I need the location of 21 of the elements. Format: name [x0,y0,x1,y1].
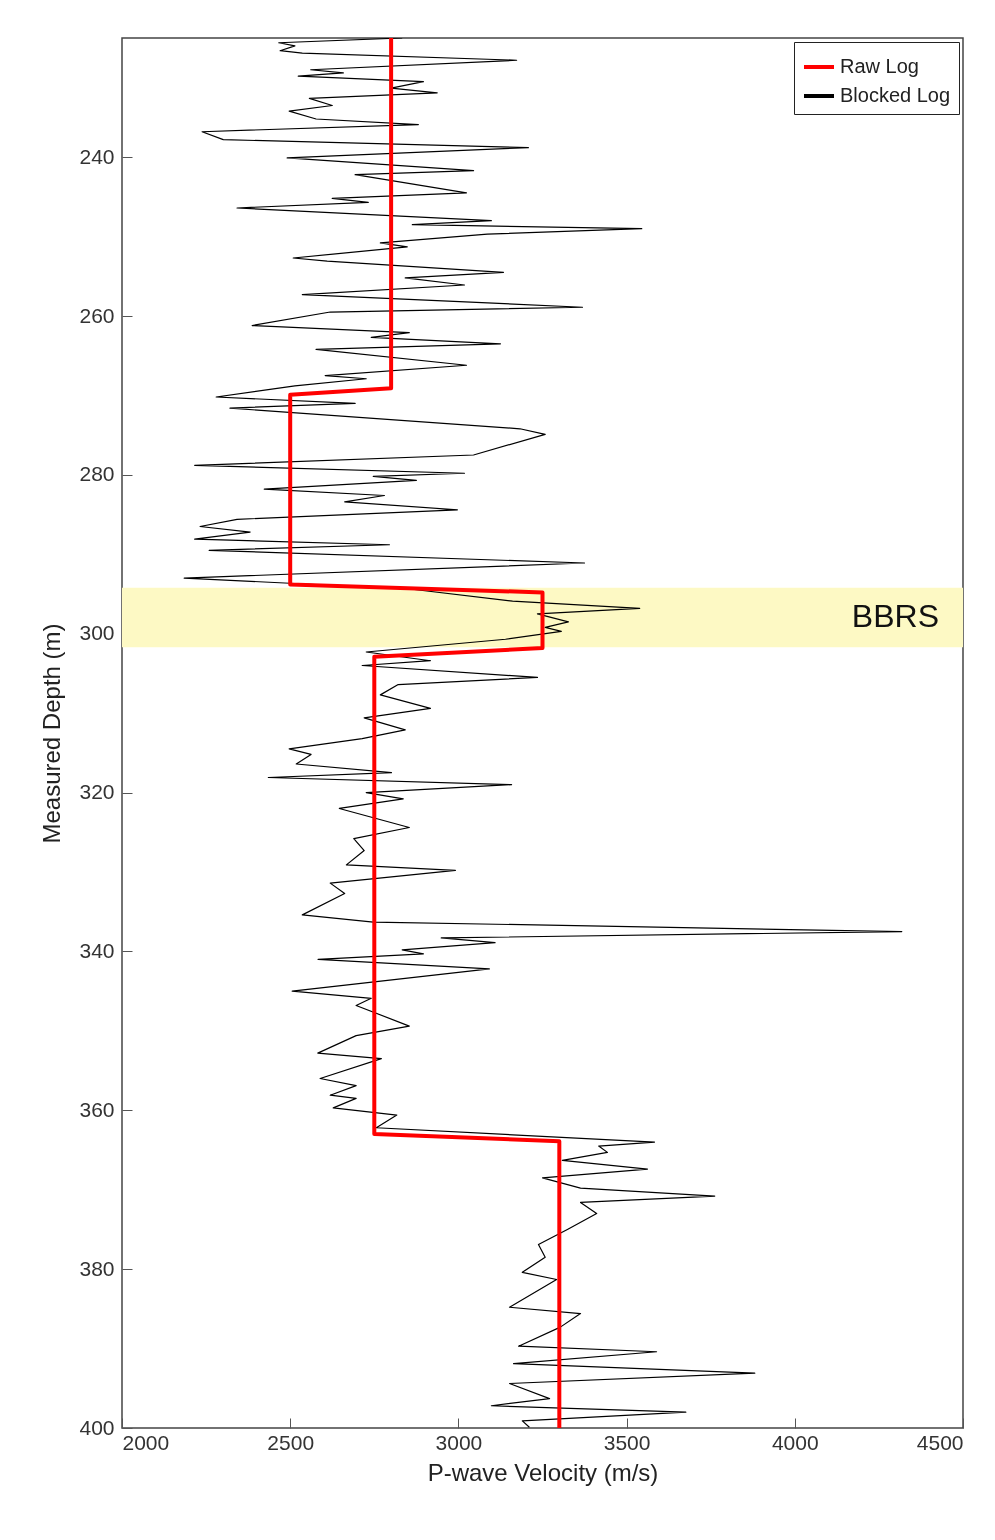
y-tick-label: 260 [79,303,115,327]
legend-label: Raw Log [840,55,919,77]
line-series [288,38,562,1428]
y-tick-label: 360 [79,1097,115,1121]
y-tick-label: 380 [79,1256,115,1280]
x-tick-label: 4500 [916,1430,964,1454]
x-tick-label: 3500 [603,1430,651,1454]
x-tick-label: 4000 [771,1430,819,1454]
x-tick-label: 2000 [122,1430,170,1454]
x-tick-label: 3000 [435,1430,483,1454]
y-tick-label: 240 [79,144,115,168]
y-tick-label: 320 [79,780,115,804]
legend-label: Blocked Log [840,84,951,106]
x-tick-label: 2500 [267,1430,315,1454]
y-tick-label: 400 [79,1415,115,1439]
y-tick-label: 300 [79,621,115,645]
band-label: BBRS [851,598,939,635]
y-tick-label: 340 [79,938,115,962]
y-axis-title: Measured Depth (m) [38,623,66,844]
y-tick-label: 280 [79,462,115,486]
x-axis-title: P-wave Velocity (m/s) [427,1458,659,1486]
